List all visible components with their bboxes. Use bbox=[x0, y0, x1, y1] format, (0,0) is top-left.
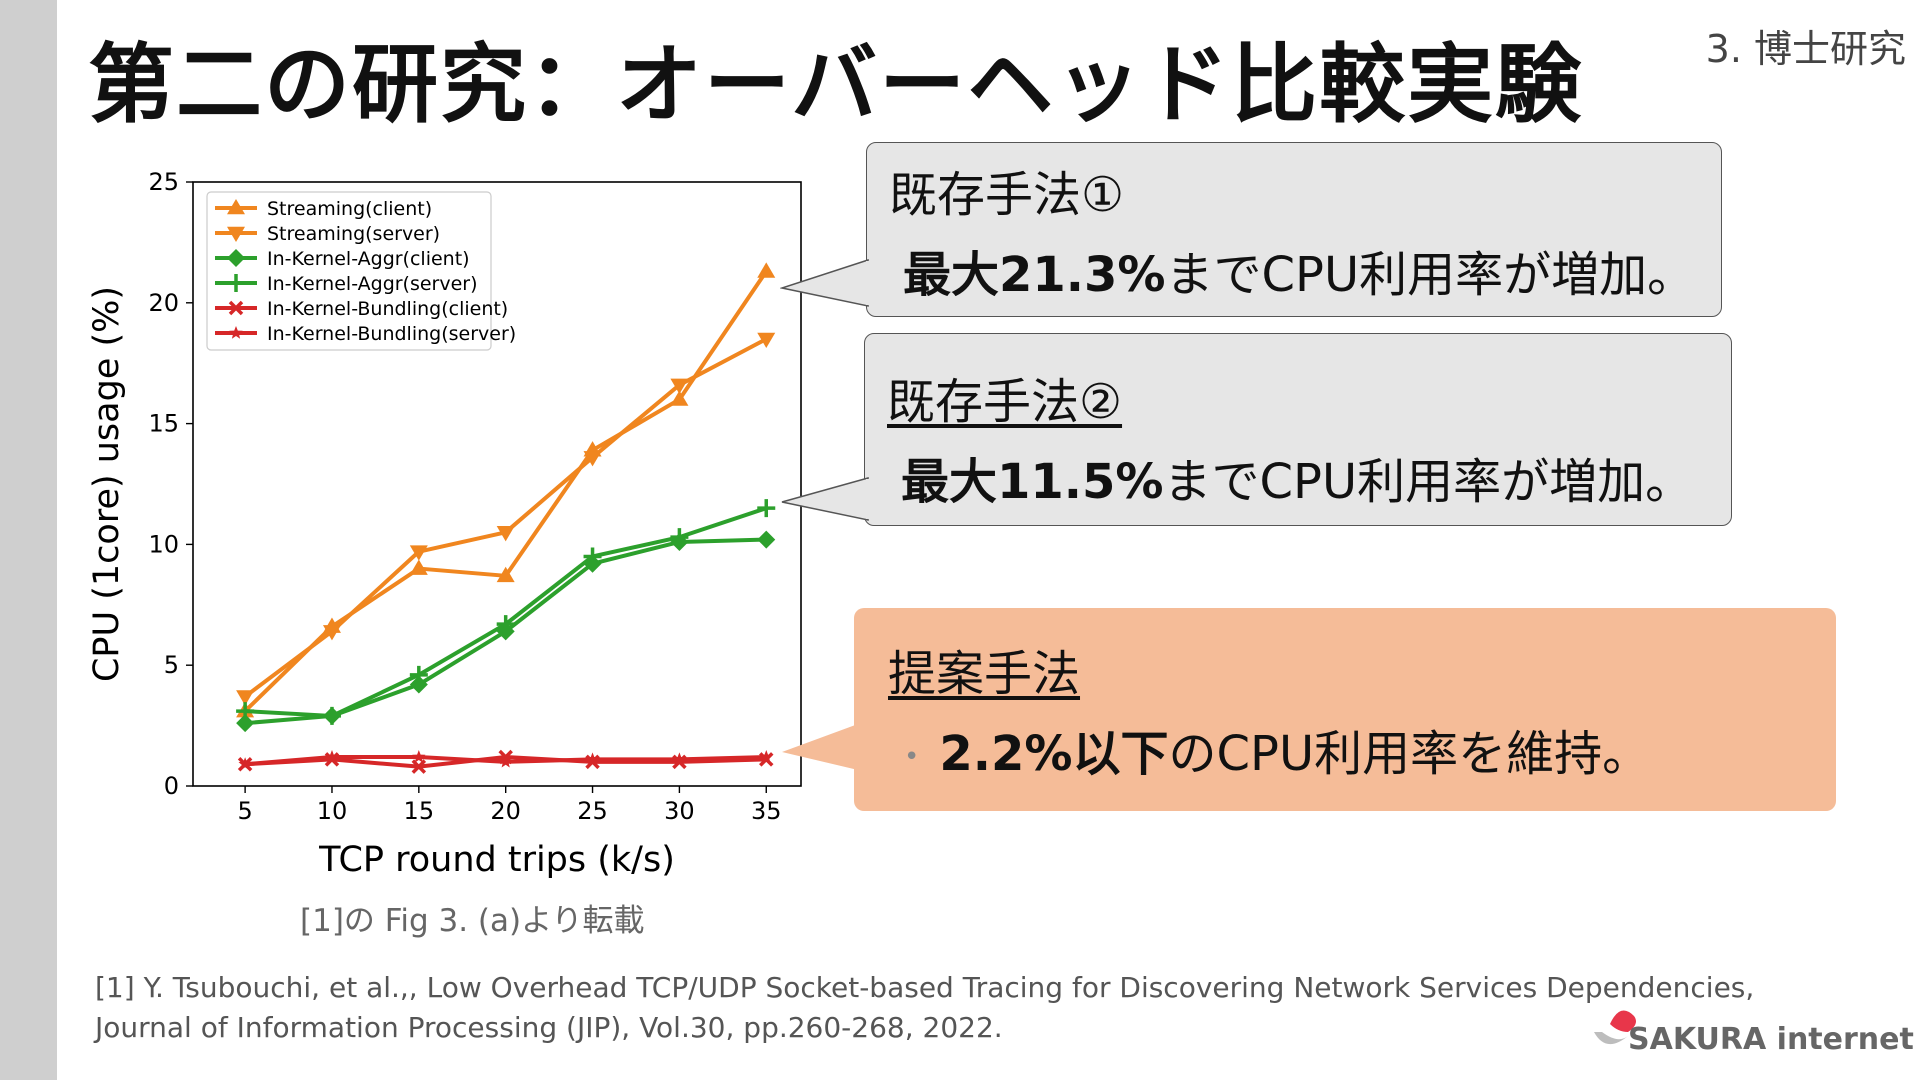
callout-heading: 既存手法① bbox=[889, 167, 1125, 223]
cpu-usage-chart: 5 10 15 20 25 30 35 0 5 10 15 20 25 TCP round trips (… bbox=[87, 160, 828, 880]
callout-pointer bbox=[781, 477, 870, 521]
section-label: 3. 博士研究 bbox=[1705, 27, 1906, 71]
reference-line: [1] Y. Tsubouchi, et al.,, Low Overhead … bbox=[95, 971, 1755, 1004]
data-point-in-kernel-aggr-server bbox=[583, 547, 602, 566]
data-point-in-kernel-bundling-server bbox=[238, 757, 252, 770]
callout-body: • 2.2%以下のCPU利用率を維持。 bbox=[904, 714, 1650, 784]
callout-body: 最大21.3%までCPU利用率が増加。 bbox=[903, 235, 1695, 305]
data-point-in-kernel-bundling-server bbox=[759, 750, 773, 763]
data-point-in-kernel-bundling-server bbox=[672, 752, 687, 766]
data-point-streaming-server bbox=[409, 545, 428, 561]
data-point-in-kernel-aggr-client bbox=[236, 714, 255, 733]
data-point-in-kernel-aggr-server bbox=[236, 702, 255, 721]
data-point-in-kernel-bundling-client bbox=[411, 759, 427, 774]
callout-pointer bbox=[780, 258, 870, 307]
x-tick-label: 30 bbox=[664, 797, 695, 825]
data-point-streaming-client bbox=[496, 566, 515, 583]
data-point-in-kernel-aggr-server bbox=[409, 665, 428, 684]
legend-label: In-Kernel-Aggr(server) bbox=[267, 273, 478, 295]
data-point-streaming-server bbox=[583, 451, 602, 467]
sakura-internet-logo: SAKURA internet bbox=[1588, 1002, 1914, 1064]
x-tick-label: 20 bbox=[490, 797, 521, 825]
legend-label: Streaming(server) bbox=[267, 223, 440, 245]
data-point-in-kernel-bundling-server bbox=[325, 750, 339, 763]
data-point-in-kernel-aggr-server bbox=[322, 706, 341, 725]
legend-marker bbox=[228, 300, 244, 316]
x-tick-label: 15 bbox=[404, 797, 435, 825]
y-tick-label: 5 bbox=[164, 651, 179, 679]
sakura-logo-icon bbox=[1594, 1010, 1636, 1045]
data-point-streaming-server bbox=[236, 690, 255, 706]
figure-caption: [1]の Fig 3. (a)より転載 bbox=[300, 903, 645, 939]
y-tick-label: 15 bbox=[148, 410, 179, 438]
legend-marker bbox=[227, 249, 245, 267]
data-point-in-kernel-aggr-server bbox=[670, 528, 689, 547]
logo-text: SAKURA internet bbox=[1628, 1022, 1914, 1057]
data-point-in-kernel-aggr-client bbox=[757, 530, 776, 549]
callout-body-highlight: 最大11.5% bbox=[901, 454, 1164, 510]
callout-body-text: までCPU利用率が増加。 bbox=[1163, 454, 1694, 510]
x-axis-label: TCP round trips (k/s) bbox=[318, 840, 675, 880]
callout-existing-method-1: 既存手法① 最大21.3%までCPU利用率が増加。 bbox=[866, 142, 1722, 317]
callout-proposed-method: 提案手法 • 2.2%以下のCPU利用率を維持。 bbox=[854, 608, 1836, 811]
legend-label: In-Kernel-Bundling(client) bbox=[267, 298, 508, 320]
data-point-streaming-client bbox=[409, 559, 428, 575]
reference-line: Journal of Information Processing (JIP),… bbox=[95, 1011, 1003, 1044]
legend-label: In-Kernel-Aggr(client) bbox=[267, 248, 470, 270]
data-point-in-kernel-bundling-server bbox=[412, 750, 426, 763]
callout-heading: 提案手法 bbox=[888, 646, 1081, 702]
data-point-streaming-server bbox=[496, 526, 515, 542]
left-accent-bar bbox=[0, 0, 57, 1080]
data-point-in-kernel-aggr-server bbox=[496, 615, 515, 634]
callout-body-highlight: 最大21.3% bbox=[903, 247, 1166, 303]
legend-marker bbox=[227, 226, 245, 242]
callout-body-highlight: 2.2%以下 bbox=[939, 726, 1169, 782]
legend-box bbox=[206, 191, 492, 351]
bullet-icon: • bbox=[904, 742, 920, 772]
x-tick-label: 35 bbox=[751, 797, 782, 825]
legend-label: In-Kernel-Bundling(server) bbox=[267, 323, 516, 345]
data-point-streaming-client bbox=[757, 262, 776, 278]
callout-heading: 既存手法② bbox=[887, 374, 1123, 430]
y-axis-label: CPU (1core) usage (%) bbox=[88, 286, 127, 682]
y-tick-label: 25 bbox=[148, 168, 179, 196]
callout-body-text: のCPU利用率を維持。 bbox=[1168, 726, 1651, 782]
data-point-streaming-server bbox=[757, 332, 776, 349]
legend-label: Streaming(client) bbox=[267, 198, 432, 220]
y-tick-label: 20 bbox=[148, 289, 179, 317]
slide-title: 第二の研究：オーバーヘッド比較実験 bbox=[88, 35, 1584, 135]
data-point-streaming-server bbox=[670, 378, 689, 394]
legend-marker bbox=[229, 326, 243, 339]
x-tick-label: 25 bbox=[577, 797, 608, 825]
data-point-in-kernel-bundling-server bbox=[585, 752, 600, 766]
data-point-in-kernel-aggr-server bbox=[757, 499, 776, 518]
data-point-in-kernel-bundling-server bbox=[499, 754, 513, 768]
x-tick-label: 5 bbox=[237, 797, 252, 825]
callout-body-text: までCPU利用率が増加。 bbox=[1165, 247, 1696, 303]
legend-marker bbox=[227, 199, 245, 215]
reference-citation: [1] Y. Tsubouchi, et al.,, Low Overhead … bbox=[95, 968, 1754, 1048]
y-tick-label: 0 bbox=[164, 772, 179, 800]
data-point-in-kernel-aggr-client bbox=[409, 675, 428, 694]
callout-pointer bbox=[782, 724, 858, 770]
callout-body: 最大11.5%までCPU利用率が増加。 bbox=[901, 442, 1693, 512]
data-point-streaming-client bbox=[670, 390, 689, 406]
data-point-streaming-server bbox=[322, 625, 341, 641]
chart-svg: 5 10 15 20 25 30 35 0 5 10 15 20 25 TCP round trips (… bbox=[87, 168, 802, 880]
x-tick-label: 10 bbox=[317, 797, 348, 825]
y-tick-label: 10 bbox=[148, 530, 179, 558]
callout-existing-method-2: 既存手法② 最大11.5%までCPU利用率が増加。 bbox=[864, 333, 1732, 526]
legend-marker bbox=[227, 274, 245, 292]
